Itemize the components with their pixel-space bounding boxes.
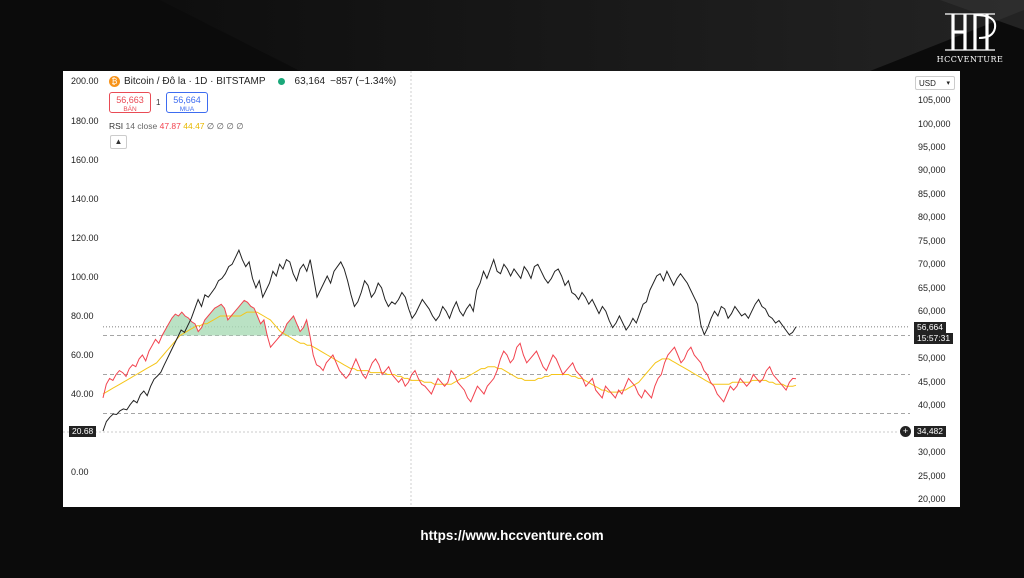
- left-axis-tick: 200.00: [71, 76, 99, 86]
- rsi-level-tag: 20.68: [69, 426, 97, 437]
- rsi-extra-values: ∅ ∅ ∅ ∅: [206, 121, 244, 131]
- rsi-params: 14 close: [125, 121, 158, 131]
- right-axis-tick: 100,000: [918, 119, 951, 129]
- left-axis-tick: 160.00: [71, 155, 99, 165]
- order-quantity[interactable]: 1: [156, 98, 161, 107]
- right-axis-tick: 65,000: [918, 283, 946, 293]
- currency-value: USD: [919, 79, 936, 88]
- right-axis-tick: 50,000: [918, 353, 946, 363]
- symbol-name: Bitcoin / Đô la · 1D · BITSTAMP: [124, 76, 266, 87]
- left-axis-tick: 60.00: [71, 350, 94, 360]
- tradingview-chart-panel[interactable]: ₿ Bitcoin / Đô la · 1D · BITSTAMP 63,164…: [63, 71, 960, 507]
- collapse-legend-button[interactable]: ▲: [110, 135, 127, 149]
- current-price-tag: 56,664: [914, 322, 946, 333]
- chart-plot-area[interactable]: [63, 71, 960, 507]
- left-axis-tick: 140.00: [71, 194, 99, 204]
- left-axis-tick: 0.00: [71, 467, 89, 477]
- right-axis-tick: 45,000: [918, 377, 946, 387]
- left-axis-tick: 120.00: [71, 233, 99, 243]
- buy-button[interactable]: 56,664 MUA: [166, 92, 208, 113]
- left-axis-tick: 180.00: [71, 116, 99, 126]
- market-open-dot-icon: [277, 78, 285, 85]
- chevron-up-icon: ▲: [114, 137, 123, 146]
- right-axis-tick: 95,000: [918, 142, 946, 152]
- rsi-ma-value: 44.47: [183, 121, 205, 131]
- brand-name: HCCVENTURE: [936, 55, 1004, 64]
- buy-price: 56,664: [173, 95, 201, 105]
- right-axis-tick: 80,000: [918, 212, 946, 222]
- sell-button[interactable]: 56,663 BÁN: [109, 92, 151, 113]
- right-axis-tick: 25,000: [918, 471, 946, 481]
- price-line: [102, 248, 797, 432]
- brand-logo: HCCVENTURE: [930, 10, 1010, 72]
- add-alert-icon[interactable]: +: [900, 426, 911, 437]
- right-axis-tick: 85,000: [918, 189, 946, 199]
- right-axis-tick: 30,000: [918, 447, 946, 457]
- right-axis-tick: 40,000: [918, 400, 946, 410]
- right-axis-tick: 75,000: [918, 236, 946, 246]
- sell-price: 56,663: [116, 95, 144, 105]
- right-axis-tick: 60,000: [918, 306, 946, 316]
- sell-label: BÁN: [123, 106, 137, 113]
- cursor-price-tag: 34,482: [914, 426, 946, 437]
- buy-label: MUA: [179, 106, 195, 113]
- currency-select[interactable]: USD ▾: [915, 76, 955, 90]
- left-axis-tick: 100.00: [71, 272, 99, 282]
- rsi-line: [102, 299, 797, 403]
- symbol-legend[interactable]: ₿ Bitcoin / Đô la · 1D · BITSTAMP 63,164…: [109, 76, 396, 87]
- website-url[interactable]: https://www.hccventure.com: [420, 528, 604, 543]
- left-axis-tick: 40.00: [71, 389, 94, 399]
- rsi-overbought-fill: [103, 300, 796, 336]
- candle-countdown-tag: 15:57:31: [914, 333, 954, 344]
- rsi-ma-line: [102, 311, 797, 395]
- rsi-legend[interactable]: RSI 14 close 47.87 44.47 ∅ ∅ ∅ ∅: [109, 121, 244, 132]
- left-axis-tick: 80.00: [71, 311, 94, 321]
- chevron-down-icon: ▾: [946, 80, 950, 87]
- rsi-name: RSI: [109, 121, 124, 131]
- price-change: −857 (−1.34%): [330, 76, 397, 87]
- right-axis-tick: 90,000: [918, 165, 946, 175]
- right-axis-tick: 105,000: [918, 95, 951, 105]
- bitcoin-icon: ₿: [109, 76, 120, 87]
- rsi-value: 47.87: [159, 121, 181, 131]
- last-price: 63,164: [294, 76, 326, 87]
- hc-monogram-icon: [945, 13, 997, 51]
- right-axis-tick: 70,000: [918, 259, 946, 269]
- right-axis-tick: 20,000: [918, 494, 946, 504]
